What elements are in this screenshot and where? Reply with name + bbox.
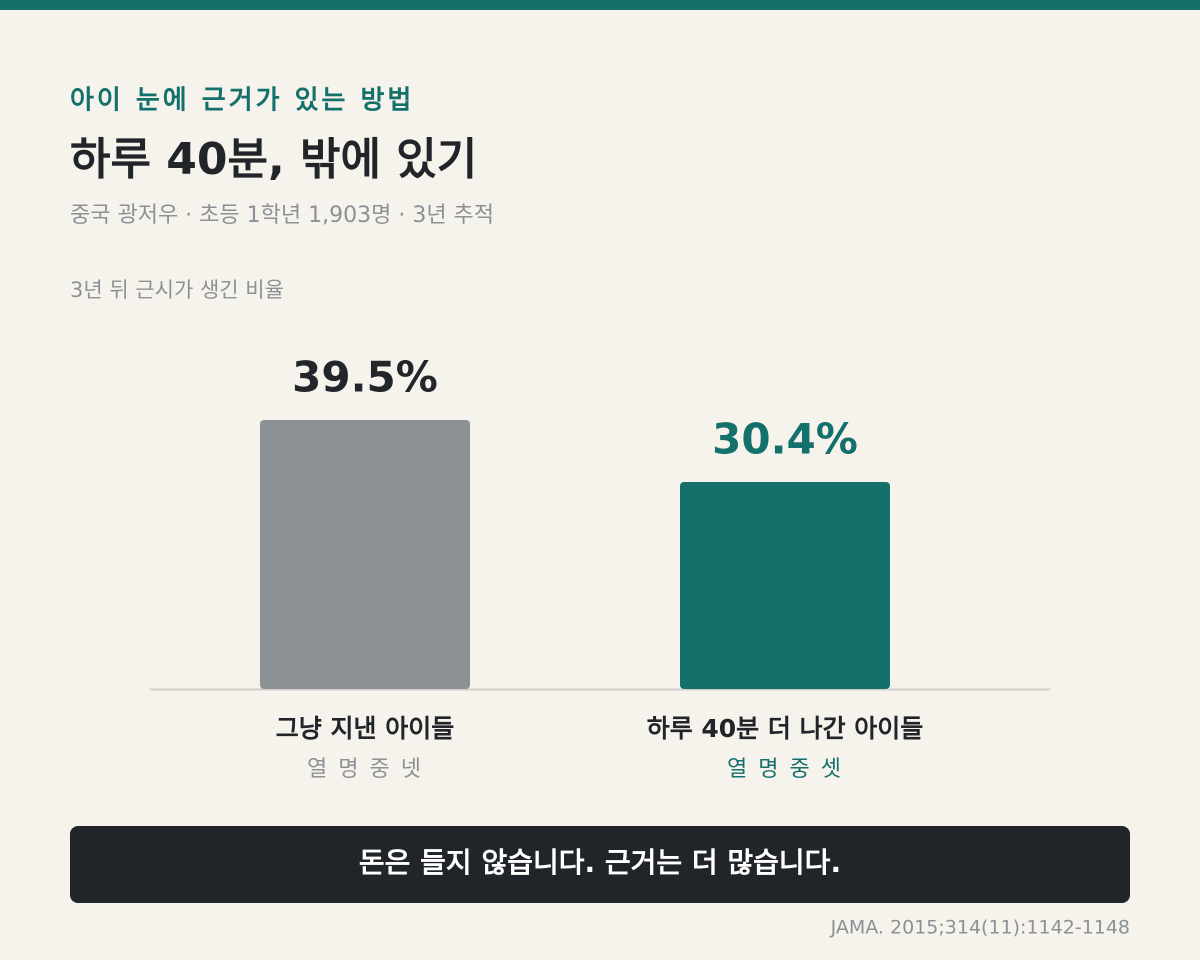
kicker: 아이 눈에 근거가 있는 방법 [70, 86, 414, 116]
value-label: 39.5% [292, 353, 438, 402]
value-label: 30.4% [712, 414, 858, 463]
source: JAMA. 2015;314(11):1142-1148 [830, 917, 1130, 939]
subtitle: 중국 광저우 · 초등 1학년 1,903명 · 3년 추적 [70, 203, 494, 228]
category-label: 그냥 지낸 아이들 [276, 714, 454, 743]
category-note: 열 명 중 셋 [727, 757, 843, 782]
bar [260, 420, 470, 689]
bar [680, 481, 890, 689]
banner: 돈은 들지 않습니다. 근거는 더 많습니다. [359, 846, 841, 879]
y-label: 3년 뒤 근시가 생긴 비율 [70, 278, 284, 302]
top-bar [0, 0, 1200, 10]
banner-box [70, 826, 1130, 903]
category-label: 하루 40분 더 나간 아이들 [647, 714, 924, 743]
category-note: 열 명 중 넷 [307, 757, 423, 782]
chart-title: 하루 40분, 밖에 있기 [70, 134, 477, 185]
